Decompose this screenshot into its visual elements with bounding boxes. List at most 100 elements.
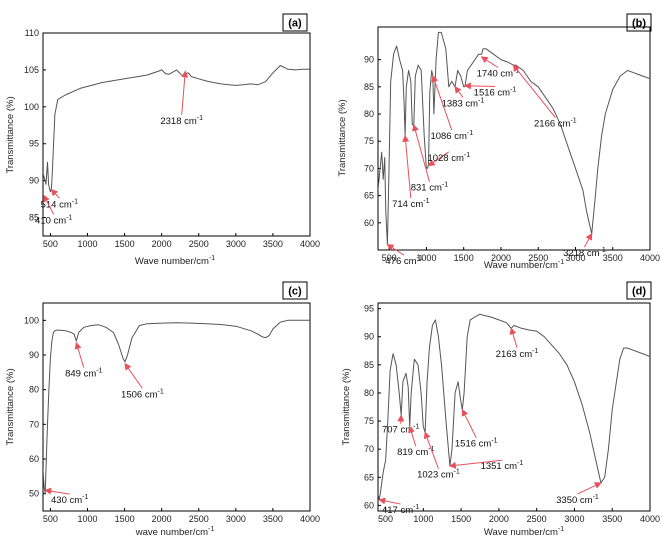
x-axis-label: Wave number/cm-1	[484, 526, 564, 538]
y-tick-label: 65	[364, 472, 374, 482]
spectrum-line	[43, 319, 310, 495]
x-tick-label: 3000	[226, 514, 246, 524]
y-tick-label: 110	[25, 28, 39, 38]
x-tick-label: 2000	[152, 239, 172, 249]
plot-frame	[42, 302, 311, 512]
peak-arrow	[181, 70, 189, 115]
y-axis-label: Transmittance (%)	[5, 368, 16, 445]
peak-arrow	[454, 86, 464, 98]
x-tick-label: 3500	[602, 514, 622, 524]
y-tick-label: 100	[24, 102, 39, 112]
x-tick-label: 2000	[152, 514, 172, 524]
peak-arrow	[509, 327, 518, 348]
y-tick-label: 60	[29, 454, 39, 464]
y-tick-label: 90	[364, 55, 374, 65]
peak-label: 3218 cm-1	[563, 247, 606, 259]
x-tick-label: 3500	[263, 239, 283, 249]
y-tick-label: 50	[29, 489, 39, 499]
peak-arrow	[397, 414, 405, 424]
peak-label: 1516 cm-1	[474, 87, 517, 99]
panel-tag-box	[282, 281, 308, 300]
panel-a: (a) 500 1000 1500 2000 2500 3000 3500 4000 85 90 95…	[5, 13, 320, 267]
peak-arrow	[412, 123, 430, 182]
panel-d: (d) 500 1000 1500 2000 2500 3000 3500 4000 60 65 70…	[341, 281, 660, 538]
y-tick-label: 90	[29, 350, 39, 360]
y-tick-label: 80	[364, 388, 374, 398]
peak-label: 410 cm-1	[35, 215, 72, 227]
x-tick-label: 500	[382, 253, 397, 263]
y-tick-label: 85	[364, 360, 374, 370]
peak-arrow	[423, 431, 439, 469]
y-axis-label: Transmittance (%)	[337, 99, 348, 176]
peak-label: 430 cm-1	[51, 494, 88, 506]
y-tick-label: 80	[364, 109, 374, 119]
peak-label: 1028 cm-1	[427, 152, 470, 164]
plot-frame	[42, 32, 311, 237]
peak-label: 831 cm-1	[411, 182, 448, 194]
x-tick-label: 4000	[300, 239, 320, 249]
spectrum-line	[378, 313, 650, 501]
peak-label: 849 cm-1	[65, 368, 102, 380]
panel-b: (b) 500 1000 1500 2000 2500 3000 3500 4000 60 65 70…	[337, 13, 660, 271]
y-tick-label: 60	[364, 218, 374, 228]
peak-arrow	[448, 459, 502, 469]
y-tick-label: 105	[24, 65, 39, 75]
y-tick-label: 75	[364, 136, 374, 146]
y-axis-label: Transmittance (%)	[341, 368, 352, 445]
spectrum-line	[43, 65, 310, 193]
peak-arrow	[577, 482, 602, 495]
y-tick-label: 90	[364, 332, 374, 342]
y-tick-label: 70	[29, 419, 39, 429]
x-tick-label: 1500	[115, 514, 135, 524]
x-tick-label: 2500	[189, 239, 209, 249]
y-tick-label: 70	[364, 444, 374, 454]
x-tick-label: 1500	[115, 239, 135, 249]
peak-arrow	[583, 232, 593, 248]
peak-arrow	[408, 425, 417, 447]
y-tick-label: 65	[364, 191, 374, 201]
peak-arrow	[402, 134, 412, 199]
peak-label: 1023 cm-1	[417, 469, 460, 481]
peak-label: 1516 cm-1	[455, 438, 498, 450]
peak-arrow	[480, 56, 499, 68]
x-tick-label: 1000	[416, 253, 436, 263]
peak-arrow	[512, 64, 556, 118]
y-tick-label: 85	[29, 213, 39, 223]
x-tick-label: 4000	[640, 253, 660, 263]
y-axis-label: Transmittance (%)	[5, 96, 16, 173]
x-axis-label: wave number/cm-1	[135, 526, 215, 538]
peak-label: 514 cm-1	[41, 198, 78, 210]
x-axis-label: Wave number/cm-1	[135, 255, 215, 267]
peak-arrow	[124, 362, 143, 389]
x-tick-label: 2000	[489, 514, 509, 524]
panel-tag-box	[282, 13, 308, 32]
x-tick-label: 1000	[77, 239, 97, 249]
x-tick-label: 3000	[565, 253, 585, 263]
peak-label: 3350 cm-1	[556, 494, 599, 506]
panel-tag: (b)	[632, 18, 646, 30]
peak-label: 819 cm-1	[397, 446, 434, 458]
x-tick-label: 2500	[189, 514, 209, 524]
peak-arrow	[427, 151, 450, 167]
plot-frame	[377, 26, 651, 251]
peak-arrow	[43, 194, 55, 215]
peak-arrow	[386, 244, 405, 256]
x-tick-label: 500	[378, 514, 393, 524]
y-tick-label: 60	[364, 500, 374, 510]
x-tick-label: 3000	[564, 514, 584, 524]
x-tick-label: 2000	[491, 253, 511, 263]
peak-label: 417 cm-1	[382, 504, 419, 516]
x-tick-label: 4000	[640, 514, 660, 524]
y-tick-label: 80	[29, 385, 39, 395]
peak-arrow	[461, 408, 477, 438]
y-tick-label: 75	[364, 416, 374, 426]
panel-tag: (c)	[288, 286, 302, 298]
y-tick-label: 70	[364, 163, 374, 173]
peak-arrow	[74, 341, 85, 368]
panel-tag-box	[626, 281, 652, 300]
x-tick-label: 1500	[454, 253, 474, 263]
peak-label: 2166 cm-1	[534, 118, 577, 130]
x-tick-label: 1000	[413, 514, 433, 524]
peak-label: 707 cm-1	[382, 424, 419, 436]
y-tick-label: 95	[29, 139, 39, 149]
